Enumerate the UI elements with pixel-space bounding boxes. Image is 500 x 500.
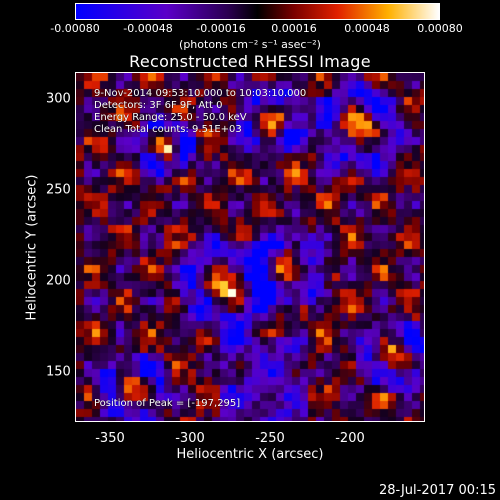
y-tick-label: 300 <box>46 91 71 107</box>
y-tick-label: 250 <box>46 182 71 198</box>
colorbar-tick-label: 0.00016 <box>271 22 317 35</box>
x-tick-label: -350 <box>95 431 125 446</box>
colorbar-units: (photons cm⁻² s⁻¹ asec⁻²) <box>179 38 321 51</box>
info-energy-range: Energy Range: 25.0 - 50.0 keV <box>94 112 247 123</box>
x-axis-label: Heliocentric X (arcsec) <box>176 447 324 462</box>
plot-title: Reconstructed RHESSI Image <box>129 52 371 71</box>
colorbar <box>75 3 440 20</box>
info-clean-counts: Clean Total counts: 9.51E+03 <box>94 124 242 135</box>
info-time-range: 9-Nov-2014 09:53:10.000 to 10:03:10.000 <box>94 88 307 99</box>
y-axis-label: Heliocentric Y (arcsec) <box>24 174 40 321</box>
colorbar-tick-label: -0.00080 <box>50 22 100 35</box>
y-tick-label: 150 <box>46 364 71 380</box>
info-detectors: Detectors: 3F 6F 9F, Att 0 <box>94 100 223 111</box>
x-tick-label: -250 <box>255 431 285 446</box>
colorbar-tick-label: -0.00016 <box>196 22 246 35</box>
x-tick-label: -300 <box>175 431 205 446</box>
solar-image <box>76 73 424 421</box>
y-tick-label: 200 <box>46 273 71 289</box>
x-tick-label: -200 <box>335 431 365 446</box>
colorbar-tick-label: 0.00080 <box>417 22 463 35</box>
colorbar-tick-label: 0.00048 <box>344 22 390 35</box>
info-peak-position: Position of Peak = [-197,295] <box>94 398 241 409</box>
colorbar-tick-label: -0.00048 <box>123 22 173 35</box>
footer-timestamp: 28-Jul-2017 00:15 <box>378 483 496 498</box>
image-frame: 9-Nov-2014 09:53:10.000 to 10:03:10.000 … <box>75 72 425 422</box>
